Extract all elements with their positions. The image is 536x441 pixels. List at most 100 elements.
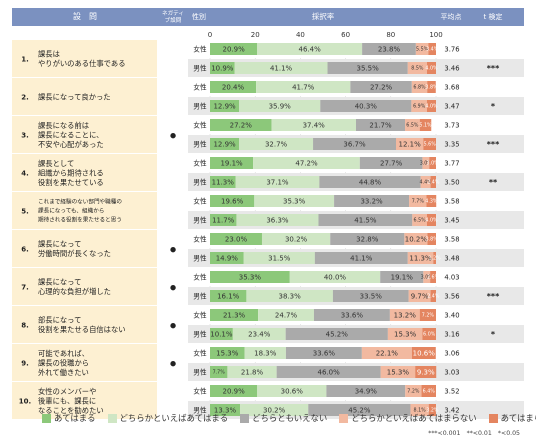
bar-segment [395,138,424,150]
legend-label: どちらかといえばあてはまらない [351,413,477,423]
bar-segment [405,119,420,131]
bar-data-label: 12.1% [399,141,422,149]
significance-mark: ** [489,178,498,187]
bar-segment [411,81,428,93]
x-tick-label: 100 [429,31,442,39]
negative-marker: ● [170,322,176,330]
bar-segment [210,157,254,169]
bar-data-label: 23.0% [225,236,248,244]
question-text: 外れて働きたい [38,368,89,377]
mean-value: 3.45 [444,217,459,225]
bar-segment [210,328,233,340]
bar-segment [232,328,286,340]
bar-segment [285,328,388,340]
question-number: 5. [21,208,29,216]
legend-swatch [488,413,498,423]
bar-segment [254,195,335,207]
bar-segment [430,290,436,302]
bar-data-label: 44.8% [359,179,382,187]
question-cell [12,116,157,153]
bar-data-label: 23.8% [378,46,401,54]
header-gender: 性別 [192,12,206,21]
question-cell [12,344,157,381]
bar-data-label: 19.1% [391,274,414,282]
bar-data-label: 41.1% [350,255,373,263]
mean-value: 3.46 [444,65,459,73]
bar-data-label: 6.5% [414,218,427,224]
question-text: 部長になって [38,316,81,325]
bar-data-label: 4.4% [420,180,433,186]
bar-segment [359,157,423,169]
mean-value: 3.03 [444,369,459,377]
bar-data-label: 12.9% [213,141,236,149]
question-number: 10. [19,398,31,406]
bar-segment [227,366,277,378]
question-number: 9. [21,360,29,368]
gender-label: 男性 [193,292,207,301]
question-text: 組織から期待される [38,168,104,177]
legend-label: どちらともいえない [252,413,328,423]
bar-data-label: 3.2% [426,408,439,414]
x-tick-label: 60 [341,31,350,39]
bar-data-label: 5.1% [419,123,432,129]
mean-value: 3.16 [444,331,459,339]
header-mean: 平均点 [441,12,462,21]
bar-segment [407,252,434,264]
bar-data-label: 10.9% [211,65,234,73]
question-text: 女性のメンバーや [38,387,96,396]
bar-segment [285,347,362,359]
gender-label: 男性 [193,102,207,111]
bar-segment [256,81,351,93]
bar-segment [210,233,262,245]
bar-segment [246,290,333,302]
gender-label: 男性 [193,254,207,263]
mean-value: 3.40 [444,312,459,320]
bar-data-label: 19.1% [220,160,243,168]
bar-segment [355,119,406,131]
bar-data-label: 3.4% [426,47,439,53]
legend-swatch [339,413,349,423]
x-tick-label: 40 [296,31,305,39]
bar-data-label: 1.2% [429,256,442,262]
bar-segment [404,233,428,245]
bar-segment [415,366,437,378]
bar-segment [210,176,236,188]
bar-data-label: 46.0% [318,369,341,377]
bar-data-label: 6.5% [406,123,419,129]
bar-segment [210,385,258,397]
bar-segment [234,62,328,74]
bar-segment [257,43,363,55]
bar-segment [408,290,431,302]
bar-data-label: 13.3% [214,407,237,415]
legend-item: あてはまる [42,412,96,424]
bar-data-label: 9.7% [411,293,429,301]
bar-segment [350,81,412,93]
question-number: 4. [21,170,29,178]
gender-label: 女性 [193,387,207,396]
bar-data-label: 23.4% [248,331,271,339]
legend-item: どちらともいえない [240,412,327,424]
header-rate: 採択率 [312,11,335,21]
bar-data-label: 31.5% [268,255,291,263]
question-cell [12,382,157,419]
bar-data-label: 7.7% [412,199,425,205]
question-number: 7. [21,284,29,292]
header-ttest: t 検定 [484,12,503,21]
gender-label: 男性 [193,368,207,377]
bar-segment [423,271,431,283]
bar-segment [422,157,430,169]
bar-data-label: 15.3% [216,350,239,358]
bar-segment [210,100,240,112]
legend-swatch [107,413,117,423]
bar-segment [426,62,436,74]
bar-segment [362,43,416,55]
mean-value: 3.52 [444,388,459,396]
bar-data-label: 35.3% [283,198,306,206]
significance-mark: *** [487,292,500,301]
bar-segment [210,214,237,226]
bar-data-label: 16.1% [217,293,240,301]
bar-segment [210,81,257,93]
bar-data-label: 38.3% [279,293,302,301]
bar-segment [239,138,314,150]
bar-data-label: 36.7% [343,141,366,149]
